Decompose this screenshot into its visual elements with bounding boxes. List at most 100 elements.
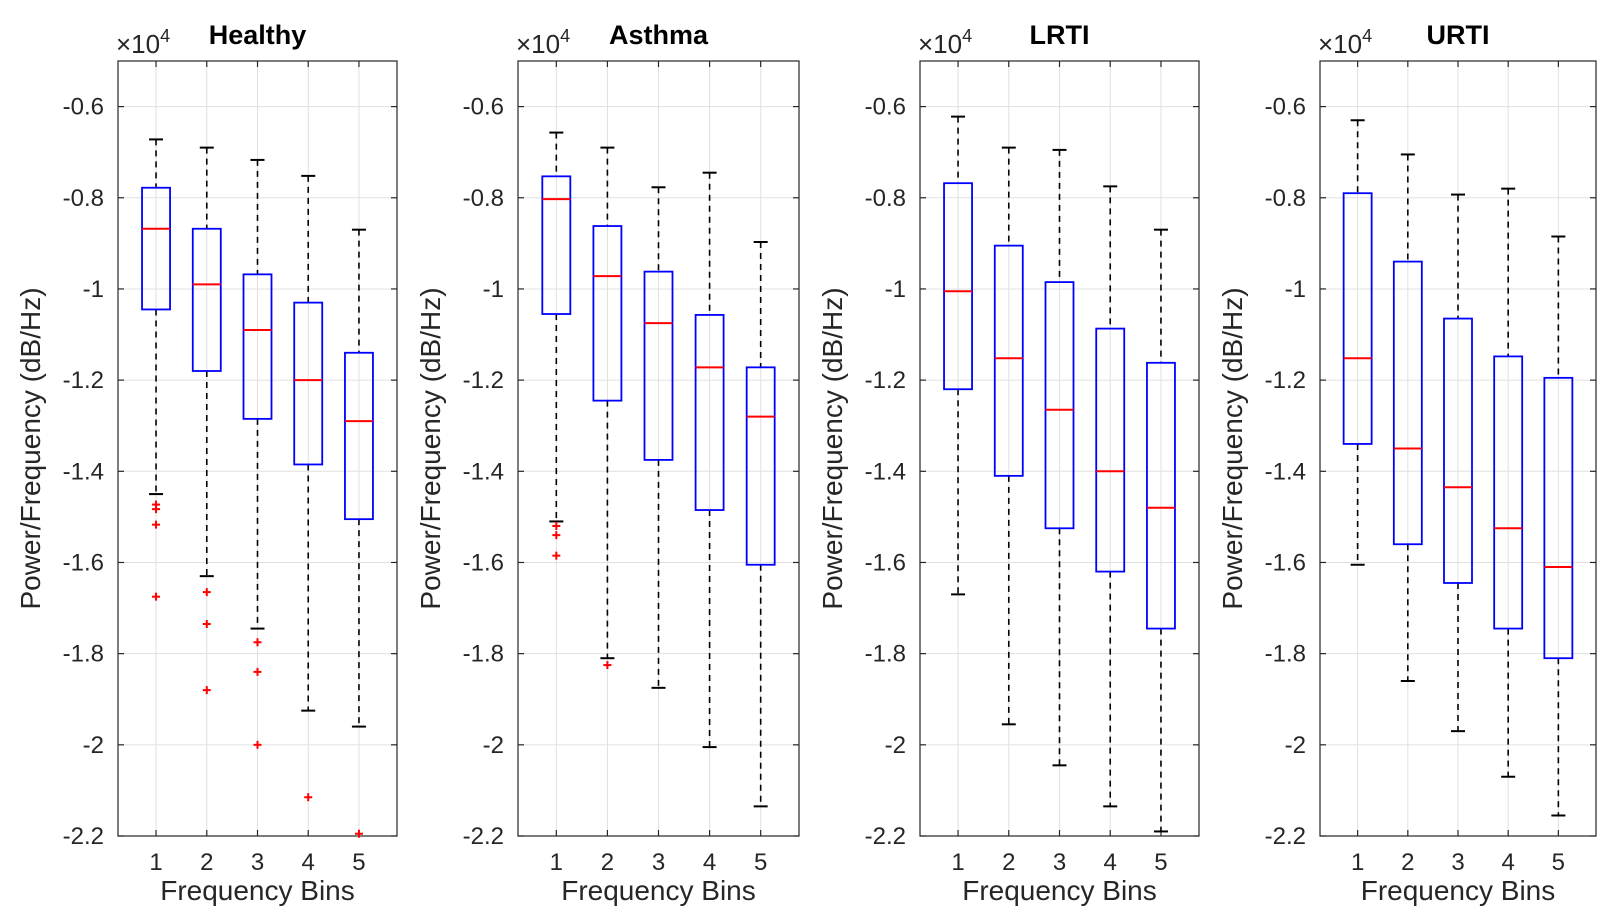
y-tick-label: -2.2	[1265, 823, 1306, 850]
iqr-box	[1443, 317, 1473, 584]
iqr-box	[1044, 281, 1075, 530]
chart-title: LRTI	[1030, 20, 1090, 50]
y-tick-label: -2	[83, 732, 104, 759]
y-tick-label: -1.2	[463, 367, 504, 394]
iqr-box	[694, 314, 725, 511]
box-bin-4	[1493, 187, 1524, 778]
iqr-box	[1342, 192, 1373, 445]
box-bin-2	[993, 146, 1024, 726]
chart-panel-urti: -2.2 -2 -1.8 -1.6 -1.4 -1.2 -1 -0.8 -0.6 1 2 3 4 5 ×10…	[1217, 20, 1597, 906]
y-tick-label: -1.8	[1265, 641, 1306, 668]
y-tick-label: -2.2	[865, 823, 906, 850]
x-tick-label: 1	[149, 849, 162, 876]
outlier-marker	[202, 620, 211, 629]
y-multiplier-label: ×104	[918, 26, 972, 59]
box-bin-5	[344, 228, 374, 838]
x-tick-label: 2	[1002, 849, 1015, 876]
y-tick-label: -1.4	[463, 458, 504, 485]
x-axis-label: Frequency Bins	[1361, 875, 1556, 906]
iqr-box	[1095, 327, 1126, 573]
iqr-box	[1543, 376, 1574, 660]
chart-panel-asthma: -2.2 -2 -1.8 -1.6 -1.4 -1.2 -1 -0.8 -0.6 1 2 3 4 5 ×10…	[415, 20, 800, 906]
y-tick-label: -2	[885, 732, 906, 759]
x-tick-label: 1	[951, 849, 964, 876]
chart-title: Asthma	[609, 20, 709, 50]
outlier-marker	[253, 638, 262, 647]
iqr-box	[344, 351, 374, 521]
y-tick-label: -2.2	[463, 823, 504, 850]
y-multiplier-label: ×104	[1318, 26, 1372, 59]
iqr-box	[592, 225, 623, 402]
box-bin-1	[943, 115, 973, 596]
iqr-box	[141, 186, 171, 311]
x-axis-label: Frequency Bins	[160, 875, 355, 906]
chart-title: URTI	[1427, 20, 1490, 50]
x-tick-label: 5	[352, 849, 365, 876]
y-tick-label: -1.8	[865, 641, 906, 668]
box-bin-3	[1443, 193, 1473, 733]
y-tick-label: -0.6	[1265, 94, 1306, 121]
box-bin-2	[592, 146, 623, 670]
outlier-marker	[354, 829, 363, 838]
y-tick-label: -1.2	[865, 367, 906, 394]
y-tick-label: -0.8	[1265, 185, 1306, 212]
y-tick-label: -1.4	[865, 458, 906, 485]
box-bin-4	[293, 174, 324, 802]
y-tick-label: -1.8	[463, 641, 504, 668]
y-axis-label: Power/Frequency (dB/Hz)	[1217, 287, 1248, 609]
outlier-marker	[552, 531, 561, 540]
x-tick-label: 3	[251, 849, 264, 876]
y-tick-label: -2	[1285, 732, 1306, 759]
outlier-marker	[152, 520, 161, 529]
iqr-box	[1493, 355, 1524, 630]
y-tick-label: -1.2	[63, 367, 104, 394]
x-tick-label: 4	[1104, 849, 1117, 876]
box-bin-5	[1146, 228, 1176, 833]
x-tick-label: 2	[1401, 849, 1414, 876]
x-axis-label: Frequency Bins	[962, 875, 1157, 906]
iqr-box	[191, 227, 222, 372]
box-bin-2	[1392, 153, 1423, 682]
box-bin-4	[1095, 185, 1126, 808]
y-tick-label: -2.2	[63, 823, 104, 850]
iqr-box	[745, 366, 776, 566]
x-tick-label: 5	[1552, 849, 1565, 876]
x-tick-label: 5	[1154, 849, 1167, 876]
box-bin-1	[141, 138, 171, 601]
outlier-marker	[202, 686, 211, 695]
y-tick-label: -0.6	[63, 94, 104, 121]
x-tick-label: 2	[601, 849, 614, 876]
box-bin-2	[191, 146, 222, 695]
box-bin-3	[643, 186, 674, 689]
y-axis-label: Power/Frequency (dB/Hz)	[15, 287, 46, 609]
box-bin-1	[541, 131, 572, 560]
box-bin-1	[1342, 119, 1373, 566]
x-tick-label: 3	[1053, 849, 1066, 876]
y-multiplier-label: ×104	[116, 26, 170, 59]
outlier-marker	[253, 667, 262, 676]
y-tick-label: -0.8	[865, 185, 906, 212]
chart-panel-healthy: -2.2 -2 -1.8 -1.6 -1.4 -1.2 -1 -0.8 -0.6 1 2 3 4 5 ×10…	[15, 20, 398, 906]
x-tick-label: 3	[1451, 849, 1464, 876]
outlier-marker	[152, 592, 161, 601]
outlier-marker	[202, 588, 211, 597]
x-tick-label: 1	[1351, 849, 1364, 876]
y-axis-label: Power/Frequency (dB/Hz)	[817, 287, 848, 609]
outlier-marker	[152, 505, 161, 514]
x-tick-label: 5	[754, 849, 767, 876]
y-tick-label: -1.6	[865, 549, 906, 576]
y-tick-label: -1.2	[1265, 367, 1306, 394]
x-tick-label: 2	[200, 849, 213, 876]
y-tick-label: -1.6	[63, 549, 104, 576]
outlier-marker	[552, 522, 561, 530]
outlier-marker	[603, 661, 612, 670]
x-axis-label: Frequency Bins	[561, 875, 756, 906]
outlier-marker	[253, 740, 262, 749]
y-tick-label: -1.6	[463, 549, 504, 576]
y-tick-label: -1.8	[63, 641, 104, 668]
y-tick-label: -0.6	[865, 94, 906, 121]
x-tick-label: 4	[1502, 849, 1515, 876]
box-bin-3	[242, 158, 273, 749]
outlier-marker	[552, 551, 561, 560]
